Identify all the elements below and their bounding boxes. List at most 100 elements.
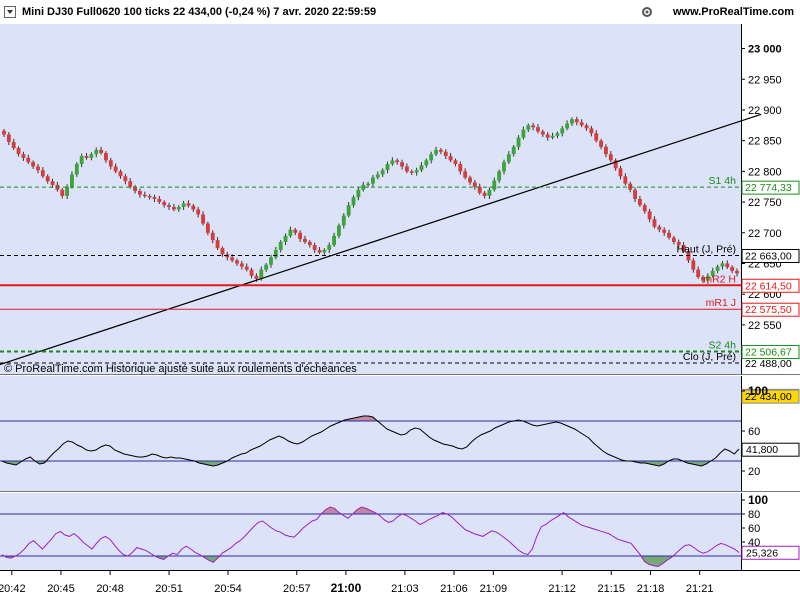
candle-body	[307, 241, 312, 246]
level-label: S2 4h	[709, 339, 737, 351]
candle-body	[366, 183, 371, 186]
candle-body	[647, 211, 652, 220]
candle-body	[497, 171, 502, 181]
candle-body	[269, 257, 273, 265]
price-tick-label: 22 750	[748, 197, 782, 209]
price-tag	[741, 302, 800, 317]
candle-body	[434, 149, 438, 155]
candle-body	[2, 130, 6, 135]
time-tick-label: 21:06	[440, 583, 468, 595]
candle-body	[565, 123, 570, 129]
candle-body	[128, 181, 133, 187]
level-label: mR2 H	[703, 273, 736, 285]
candle-body	[419, 165, 424, 171]
candle-body	[696, 269, 701, 277]
site-link[interactable]: www.ProRealTime.com	[672, 6, 794, 18]
price-tag-label: 22 434,00	[745, 391, 792, 403]
candle-body	[215, 240, 220, 249]
osc1-tick-label: 100	[748, 384, 768, 398]
time-axis-background	[0, 570, 800, 600]
time-tick-label: 21:00	[331, 581, 362, 595]
price-tag	[741, 389, 800, 404]
candle-body	[152, 197, 157, 199]
candle-body	[176, 206, 181, 210]
candle-body	[599, 140, 604, 147]
candle-body	[526, 125, 531, 130]
candle-body	[220, 248, 225, 255]
candle-body	[11, 141, 16, 149]
candle-body	[511, 146, 516, 155]
candle-body	[235, 260, 239, 264]
price-tick-label: 22 700	[748, 228, 782, 240]
candle-body	[186, 203, 191, 206]
price-tag-label: 22 488,00	[745, 358, 792, 370]
candle-body	[162, 202, 167, 206]
time-tick-label: 20:42	[0, 583, 26, 595]
candle-body	[26, 157, 31, 163]
candle-body	[50, 181, 55, 185]
candle-body	[506, 154, 511, 163]
osc2-value-label: 25,326	[746, 547, 778, 559]
candle-body	[570, 119, 574, 124]
candle-body	[196, 209, 201, 215]
candle-body	[21, 154, 26, 158]
time-tick-label: 20:51	[155, 583, 183, 595]
level-label: S1 4h	[709, 175, 737, 187]
candle-body	[332, 235, 337, 246]
candle-body	[657, 226, 662, 230]
candle-body	[249, 269, 254, 276]
osc1-value-tag	[741, 442, 800, 457]
price-tag	[741, 180, 800, 195]
candle-body	[40, 170, 45, 177]
candle-body	[574, 119, 579, 123]
candle-body	[259, 269, 264, 279]
osc2-tick-label: 100	[748, 493, 768, 507]
candle-body	[278, 241, 283, 250]
candle-body	[623, 176, 628, 184]
candle-body	[424, 160, 429, 166]
candle-body	[181, 203, 186, 207]
price-tag	[741, 278, 800, 293]
settings-icon[interactable]	[640, 5, 654, 19]
candle-body	[594, 133, 599, 141]
candle-body	[108, 160, 113, 167]
candle-body	[613, 160, 618, 169]
chart-header: Mini DJ30 Full0620 100 ticks 22 434,00 (…	[0, 0, 800, 24]
candle-body	[540, 131, 545, 135]
collapse-icon[interactable]	[4, 6, 16, 18]
candle-body	[79, 156, 84, 164]
candle-body	[317, 249, 322, 253]
price-tag-label: 22 774,33	[745, 182, 792, 194]
candle-body	[31, 162, 36, 167]
candle-body	[370, 177, 375, 184]
candle-body	[346, 205, 351, 216]
candle-body	[298, 232, 303, 239]
candle-body	[36, 166, 40, 171]
candle-body	[662, 229, 667, 233]
price-tick-label: 22 550	[748, 320, 782, 332]
pane-3-background	[0, 493, 741, 570]
candle-body	[201, 214, 205, 224]
candle-body	[142, 194, 147, 197]
candle-body	[516, 137, 521, 147]
candle-body	[550, 135, 555, 138]
candle-body	[104, 152, 108, 161]
price-tick-label: 23 000	[748, 44, 782, 56]
candle-body	[230, 257, 235, 261]
candle-body	[356, 189, 361, 198]
time-tick-label: 21:18	[637, 583, 665, 595]
candle-body	[584, 125, 589, 129]
candle-body	[16, 148, 21, 155]
candle-body	[725, 263, 730, 268]
pane-1-background	[0, 24, 741, 374]
candle-body	[468, 177, 472, 183]
candle-body	[327, 245, 332, 250]
candle-body	[118, 171, 123, 177]
candle-body	[443, 151, 448, 157]
candle-body	[482, 192, 487, 196]
candle-body	[608, 154, 613, 161]
time-tick-label: 20:57	[283, 583, 311, 595]
candle-body	[618, 168, 623, 177]
osc1-value-label: 41,800	[746, 444, 778, 456]
